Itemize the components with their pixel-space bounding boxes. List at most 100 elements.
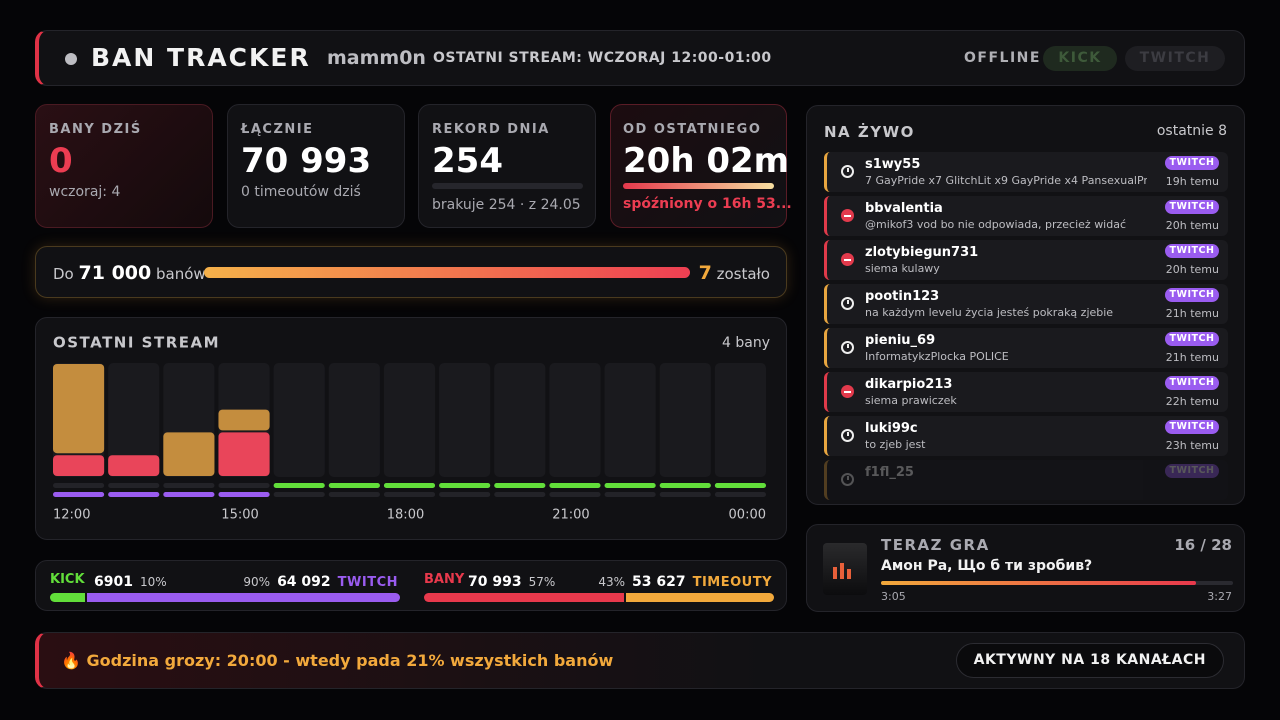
stat-value: 20h 02m	[623, 141, 790, 181]
goal-unit: banów	[156, 265, 206, 283]
stat-label: OD OSTATNIEGO	[623, 122, 762, 137]
timeout-icon	[841, 165, 854, 178]
stat-label: ŁĄCZNIE	[241, 122, 314, 137]
split-right-segment	[87, 593, 400, 602]
ban-icon	[841, 253, 854, 266]
feed-item: bbvalentia @mikof3 vod bo nie odpowiada, …	[824, 196, 1228, 236]
feed-subtitle: ostatnie 8	[1156, 123, 1227, 139]
feed-panel: NA ŻYWO ostatnie 8 s1wy55 7 GayPride x7 G…	[806, 105, 1245, 505]
activity-track	[273, 492, 325, 497]
goal-fill	[204, 267, 690, 278]
stat-note: wczoraj: 4	[49, 184, 121, 200]
since-bar	[623, 183, 774, 189]
bar-segment	[108, 455, 160, 476]
np-track: Амон Ра, Що б ти зробив?	[881, 558, 1093, 574]
feed-item: dikarpio213 siema prawiczek TWITCH 22h temu	[824, 372, 1228, 412]
x-tick-label: 00:00	[729, 508, 766, 523]
status: OFFLINE	[964, 50, 1041, 66]
split-count: 53 627	[631, 574, 686, 590]
footer: 🔥 Godzina grozy: 20:00 - wtedy pada 21% …	[35, 632, 1245, 689]
platform-badge: TWITCH	[1165, 156, 1219, 170]
feed-message: to zjeb jest	[865, 438, 926, 451]
activity-mark	[714, 483, 766, 488]
ban-icon-bar	[844, 258, 851, 261]
activity-mark	[383, 483, 436, 488]
feed-message: na każdym levelu życia jesteś pokraką zj…	[865, 306, 1114, 319]
last-stream: OSTATNI STREAM: WCZORAJ 12:00-01:00	[433, 50, 772, 66]
split-pct: 90%	[243, 575, 271, 589]
header: BAN TRACKER mamm0n OSTATNI STREAM: WCZOR…	[35, 30, 1245, 86]
goal-target: 71 000	[78, 262, 152, 284]
record-track	[432, 183, 583, 189]
activity-mark	[218, 492, 270, 497]
split-bar	[50, 593, 400, 602]
feed-message: @mikof3 vod bo nie odpowiada, przecież w…	[865, 218, 1127, 231]
chart-summary: 4 bany	[722, 335, 770, 351]
feed-user: f1fl_25	[865, 465, 914, 480]
goal-text: Do 71 000 banów	[53, 262, 206, 284]
x-tick-label: 21:00	[552, 508, 589, 523]
stat-note: spóźniony o 16h 53...	[623, 196, 792, 212]
activity-mark	[328, 483, 380, 488]
column-bg	[604, 363, 656, 477]
feed-item: zlotybiegun731 siema kulawy TWITCH 20h temu	[824, 240, 1228, 280]
chart-title: OSTATNI STREAM	[53, 334, 220, 352]
activity-track	[714, 492, 766, 497]
split-count: 70 993	[468, 574, 522, 590]
stat-card: BANY DZIŚ 0 wczoraj: 4	[35, 104, 213, 228]
title: BAN TRACKER	[91, 43, 311, 72]
activity-mark	[273, 483, 325, 488]
goal-track	[204, 267, 690, 278]
now-playing: TERAZ GRA 16 / 28 Амон Ра, Що б ти зроби…	[806, 524, 1245, 612]
split-left-segment	[424, 593, 624, 602]
goal-prefix: Do	[53, 265, 74, 283]
np-position: 16 / 28	[1174, 536, 1232, 554]
stat-note: brakuje 254 · z 24.05	[432, 197, 581, 213]
goal-panel: Do 71 000 banów 7 zostało	[35, 246, 787, 298]
feed-time: 22h temu	[1165, 395, 1219, 408]
feed-item: pieniu_69 InformatykzPlocka POLICE TWITCH 2…	[824, 328, 1228, 368]
activity-mark	[53, 492, 105, 497]
np-progress	[881, 581, 1196, 585]
feed-user: s1wy55	[865, 157, 921, 172]
split-count: 64 092	[277, 574, 331, 590]
channel: mamm0n	[327, 47, 426, 69]
split-bar	[424, 593, 774, 602]
timeout-icon	[841, 429, 854, 442]
feed-item: s1wy55 7 GayPride x7 GlitchLit x9 GayPrid…	[824, 152, 1228, 192]
activity-track	[328, 492, 380, 497]
ban-icon-bar	[844, 214, 851, 217]
feed-user: zlotybiegun731	[865, 245, 979, 260]
feed-time: 21h temu	[1165, 351, 1219, 364]
split-pct: 10%	[139, 575, 167, 589]
timeout-icon	[841, 473, 854, 486]
goal-remaining-label: zostało	[716, 265, 770, 283]
split-name: TWITCH	[337, 575, 398, 590]
column-bg	[714, 363, 766, 477]
split-pct: 57%	[528, 575, 556, 589]
x-tick-label: 12:00	[53, 508, 90, 523]
twitch-button[interactable]: TWITCH	[1125, 46, 1225, 71]
feed-item: f1fl_25 TWITCH	[824, 460, 1228, 500]
x-tick-label: 15:00	[221, 508, 258, 523]
activity-track	[439, 492, 491, 497]
kick-button[interactable]: KICK	[1043, 46, 1117, 71]
channels-badge: AKTYWNY NA 18 KANAŁACH	[955, 643, 1224, 678]
timeout-icon	[841, 341, 854, 354]
bar-segment	[53, 455, 105, 476]
activity-track	[604, 492, 656, 497]
stream-chart: OSTATNI STREAM 4 bany 12:00 15:00 18:00 21:…	[53, 334, 770, 523]
feed-user: pootin123	[865, 289, 940, 304]
stat-value: 254	[432, 141, 503, 181]
activity-mark	[439, 483, 491, 488]
platform-badge: TWITCH	[1165, 244, 1219, 258]
feed-time: 23h temu	[1165, 439, 1219, 452]
bar-segment	[218, 432, 270, 476]
np-title: TERAZ GRA	[881, 536, 990, 554]
feed-item: pootin123 na każdym levelu życia jesteś p…	[824, 284, 1228, 324]
feed-user: pieniu_69	[865, 333, 936, 348]
stat-value: 0	[49, 141, 73, 181]
split-pct: 43%	[598, 575, 625, 589]
